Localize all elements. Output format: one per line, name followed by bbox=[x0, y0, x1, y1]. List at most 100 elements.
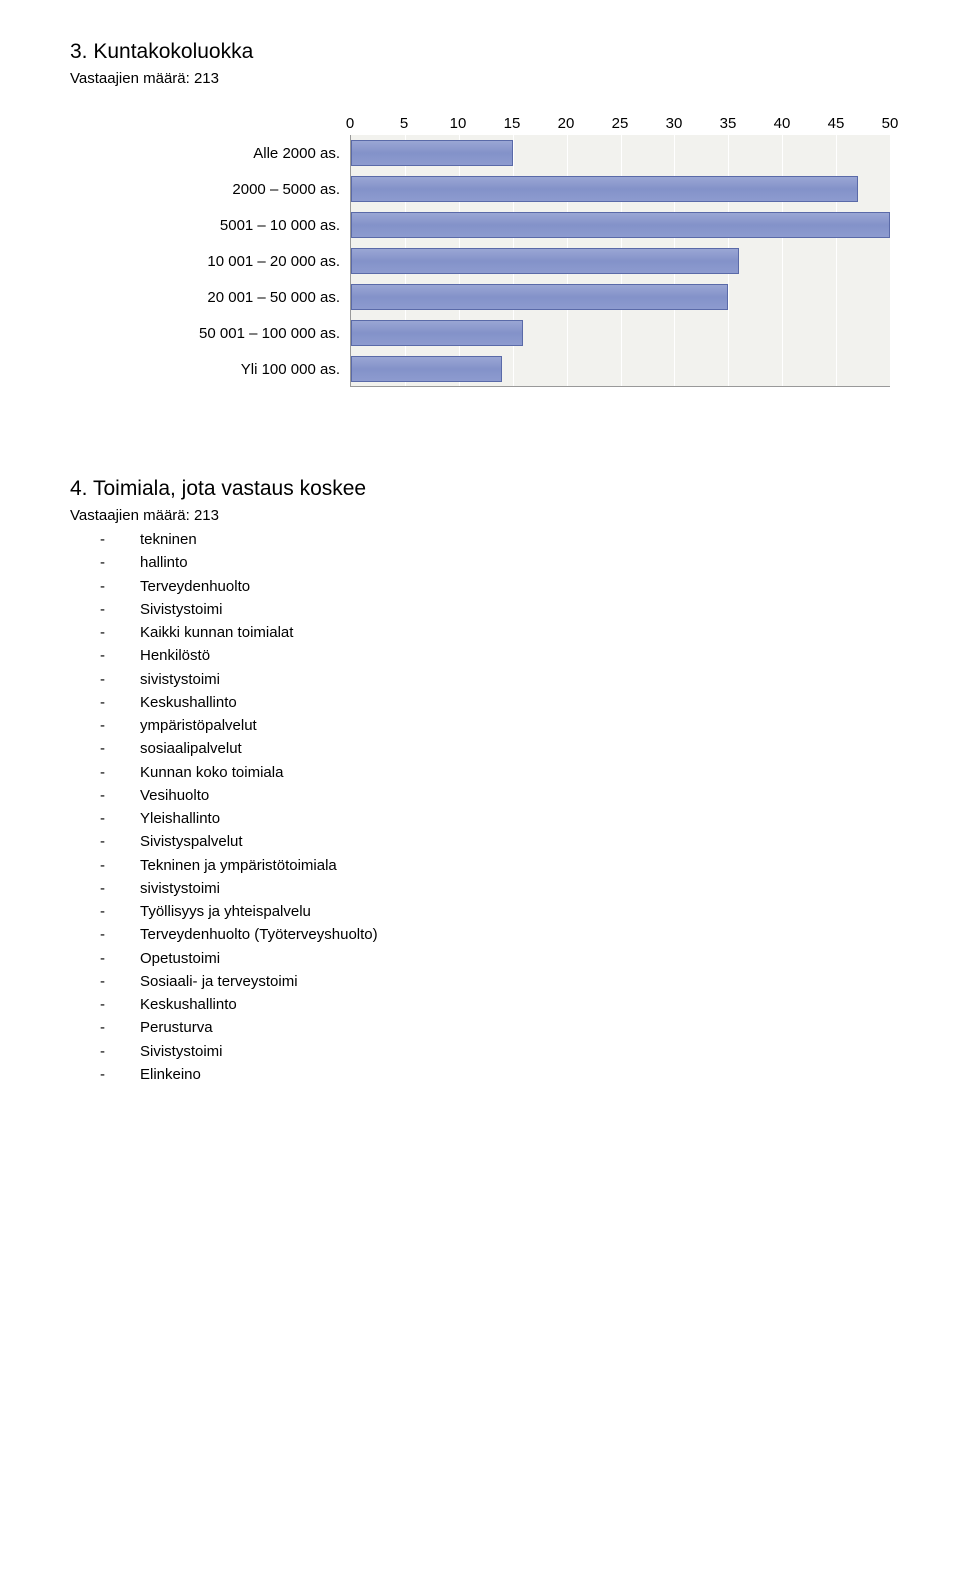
chart-x-tick: 15 bbox=[504, 115, 521, 132]
toimiala-list: -tekninen-hallinto-Terveydenhuolto-Sivis… bbox=[100, 528, 890, 1086]
list-item-text: sivistystoimi bbox=[140, 877, 220, 900]
list-item: -Keskushallinto bbox=[100, 691, 890, 714]
list-item: -Työllisyys ja yhteispalvelu bbox=[100, 900, 890, 923]
chart-y-label: 5001 – 10 000 as. bbox=[190, 207, 350, 243]
list-item: -sivistystoimi bbox=[100, 877, 890, 900]
list-item: -Henkilöstö bbox=[100, 644, 890, 667]
list-item-dash: - bbox=[100, 575, 140, 598]
list-item-text: Henkilöstö bbox=[140, 644, 210, 667]
section-4-subhead: Vastaajien määrä: 213 bbox=[70, 507, 890, 524]
chart-y-label: 2000 – 5000 as. bbox=[190, 171, 350, 207]
list-item-dash: - bbox=[100, 551, 140, 574]
list-item: -Kaikki kunnan toimialat bbox=[100, 621, 890, 644]
list-item-dash: - bbox=[100, 1040, 140, 1063]
chart-bar bbox=[351, 140, 513, 166]
list-item-text: Terveydenhuolto (Työterveyshuolto) bbox=[140, 923, 378, 946]
list-item: -hallinto bbox=[100, 551, 890, 574]
kuntakokoluokka-chart: Alle 2000 as.2000 – 5000 as.5001 – 10 00… bbox=[190, 115, 890, 387]
chart-plot-area bbox=[350, 135, 890, 387]
list-item-dash: - bbox=[100, 970, 140, 993]
list-item: -Keskushallinto bbox=[100, 993, 890, 1016]
chart-bar-row bbox=[351, 351, 890, 387]
list-item-dash: - bbox=[100, 877, 140, 900]
list-item-dash: - bbox=[100, 854, 140, 877]
list-item: -Vesihuolto bbox=[100, 784, 890, 807]
chart-bar-row bbox=[351, 171, 890, 207]
list-item: -Terveydenhuolto bbox=[100, 575, 890, 598]
list-item-dash: - bbox=[100, 993, 140, 1016]
chart-y-label: 20 001 – 50 000 as. bbox=[190, 279, 350, 315]
chart-bar bbox=[351, 176, 858, 202]
section-3-title: 3. Kuntakokoluokka bbox=[70, 40, 890, 64]
list-item-text: tekninen bbox=[140, 528, 197, 551]
list-item: -Elinkeino bbox=[100, 1063, 890, 1086]
list-item-dash: - bbox=[100, 621, 140, 644]
list-item-dash: - bbox=[100, 761, 140, 784]
list-item-dash: - bbox=[100, 807, 140, 830]
list-item-text: Sosiaali- ja terveystoimi bbox=[140, 970, 298, 993]
list-item: -Yleishallinto bbox=[100, 807, 890, 830]
list-item-dash: - bbox=[100, 644, 140, 667]
chart-bar-row bbox=[351, 315, 890, 351]
list-item-text: sosiaalipalvelut bbox=[140, 737, 242, 760]
list-item-dash: - bbox=[100, 830, 140, 853]
chart-y-label: 50 001 – 100 000 as. bbox=[190, 315, 350, 351]
chart-y-label: Alle 2000 as. bbox=[190, 135, 350, 171]
list-item: -Terveydenhuolto (Työterveyshuolto) bbox=[100, 923, 890, 946]
list-item-text: Sivistyspalvelut bbox=[140, 830, 243, 853]
chart-bar bbox=[351, 248, 739, 274]
list-item-text: Opetustoimi bbox=[140, 947, 220, 970]
chart-bar-row bbox=[351, 207, 890, 243]
list-item: -Sivistystoimi bbox=[100, 598, 890, 621]
section-4: 4. Toimiala, jota vastaus koskee Vastaaj… bbox=[70, 477, 890, 1086]
list-item-text: Työllisyys ja yhteispalvelu bbox=[140, 900, 311, 923]
list-item-dash: - bbox=[100, 947, 140, 970]
list-item-text: Yleishallinto bbox=[140, 807, 220, 830]
list-item-text: Sivistystoimi bbox=[140, 598, 223, 621]
chart-x-tick: 0 bbox=[346, 115, 354, 132]
list-item-dash: - bbox=[100, 668, 140, 691]
list-item-text: hallinto bbox=[140, 551, 188, 574]
list-item-text: ympäristöpalvelut bbox=[140, 714, 257, 737]
list-item-text: Kunnan koko toimiala bbox=[140, 761, 283, 784]
list-item-text: Vesihuolto bbox=[140, 784, 209, 807]
list-item: -Sivistystoimi bbox=[100, 1040, 890, 1063]
chart-x-tick: 25 bbox=[612, 115, 629, 132]
list-item: -Sosiaali- ja terveystoimi bbox=[100, 970, 890, 993]
list-item-dash: - bbox=[100, 528, 140, 551]
list-item-text: Tekninen ja ympäristötoimiala bbox=[140, 854, 337, 877]
chart-bar bbox=[351, 320, 523, 346]
list-item-text: Keskushallinto bbox=[140, 993, 237, 1016]
chart-bar-row bbox=[351, 279, 890, 315]
list-item: -sivistystoimi bbox=[100, 668, 890, 691]
list-item: -Opetustoimi bbox=[100, 947, 890, 970]
chart-bar-row bbox=[351, 135, 890, 171]
chart-bar bbox=[351, 212, 890, 238]
list-item: -Sivistyspalvelut bbox=[100, 830, 890, 853]
list-item-text: Terveydenhuolto bbox=[140, 575, 250, 598]
chart-x-tick: 20 bbox=[558, 115, 575, 132]
section-3: 3. Kuntakokoluokka Vastaajien määrä: 213… bbox=[70, 40, 890, 387]
chart-x-tick: 30 bbox=[666, 115, 683, 132]
chart-x-tick: 45 bbox=[828, 115, 845, 132]
chart-plot: 05101520253035404550 bbox=[350, 115, 890, 387]
section-4-title: 4. Toimiala, jota vastaus koskee bbox=[70, 477, 890, 501]
chart-x-tick: 5 bbox=[400, 115, 408, 132]
chart-x-tick: 40 bbox=[774, 115, 791, 132]
chart-x-axis: 05101520253035404550 bbox=[350, 115, 890, 135]
list-item-text: Keskushallinto bbox=[140, 691, 237, 714]
list-item-text: Elinkeino bbox=[140, 1063, 201, 1086]
chart-bar bbox=[351, 284, 728, 310]
chart-bar-row bbox=[351, 243, 890, 279]
list-item-text: sivistystoimi bbox=[140, 668, 220, 691]
list-item-dash: - bbox=[100, 737, 140, 760]
list-item-dash: - bbox=[100, 923, 140, 946]
list-item-dash: - bbox=[100, 900, 140, 923]
list-item-dash: - bbox=[100, 598, 140, 621]
list-item: -sosiaalipalvelut bbox=[100, 737, 890, 760]
list-item-dash: - bbox=[100, 714, 140, 737]
list-item: -Perusturva bbox=[100, 1016, 890, 1039]
list-item-text: Sivistystoimi bbox=[140, 1040, 223, 1063]
chart-x-tick: 50 bbox=[882, 115, 899, 132]
list-item-dash: - bbox=[100, 691, 140, 714]
